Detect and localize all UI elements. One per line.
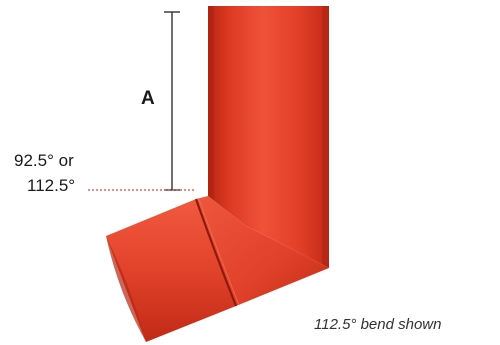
joint-seam [194,198,238,307]
dimension-a-label: A [141,88,155,109]
bend-wedge [196,196,329,306]
vertical-pipe [208,6,329,268]
bend-caption: 112.5° bend shown [314,316,442,333]
angle-label-line-2: 112.5° [27,176,76,195]
pipe-end-opening [106,236,146,342]
angle-label-line-1: 92.5° or [14,151,74,170]
outlet-tube [106,199,236,342]
lower-angled-pipe [106,196,329,342]
dimension-a-line [164,11,180,191]
